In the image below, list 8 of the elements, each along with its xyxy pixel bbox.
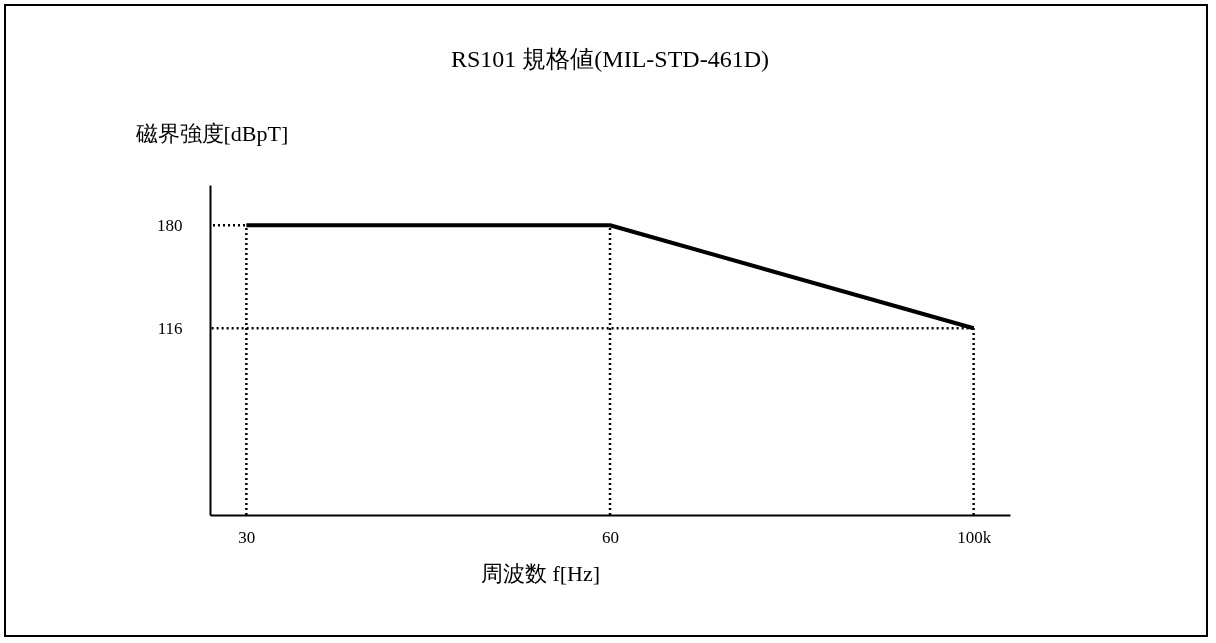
y-tick-label: 180 — [157, 215, 183, 235]
x-tick-label: 60 — [602, 527, 619, 547]
x-axis-title: 周波数 f[Hz] — [480, 560, 601, 586]
x-tick-label: 100k — [957, 527, 992, 547]
chart-title: RS101 規格値(MIL-STD-461D) — [451, 46, 769, 72]
x-tick-label: 30 — [238, 527, 256, 547]
y-axis-title: 磁界強度[dBpT] — [134, 120, 289, 146]
y-tick-label: 116 — [157, 318, 183, 338]
